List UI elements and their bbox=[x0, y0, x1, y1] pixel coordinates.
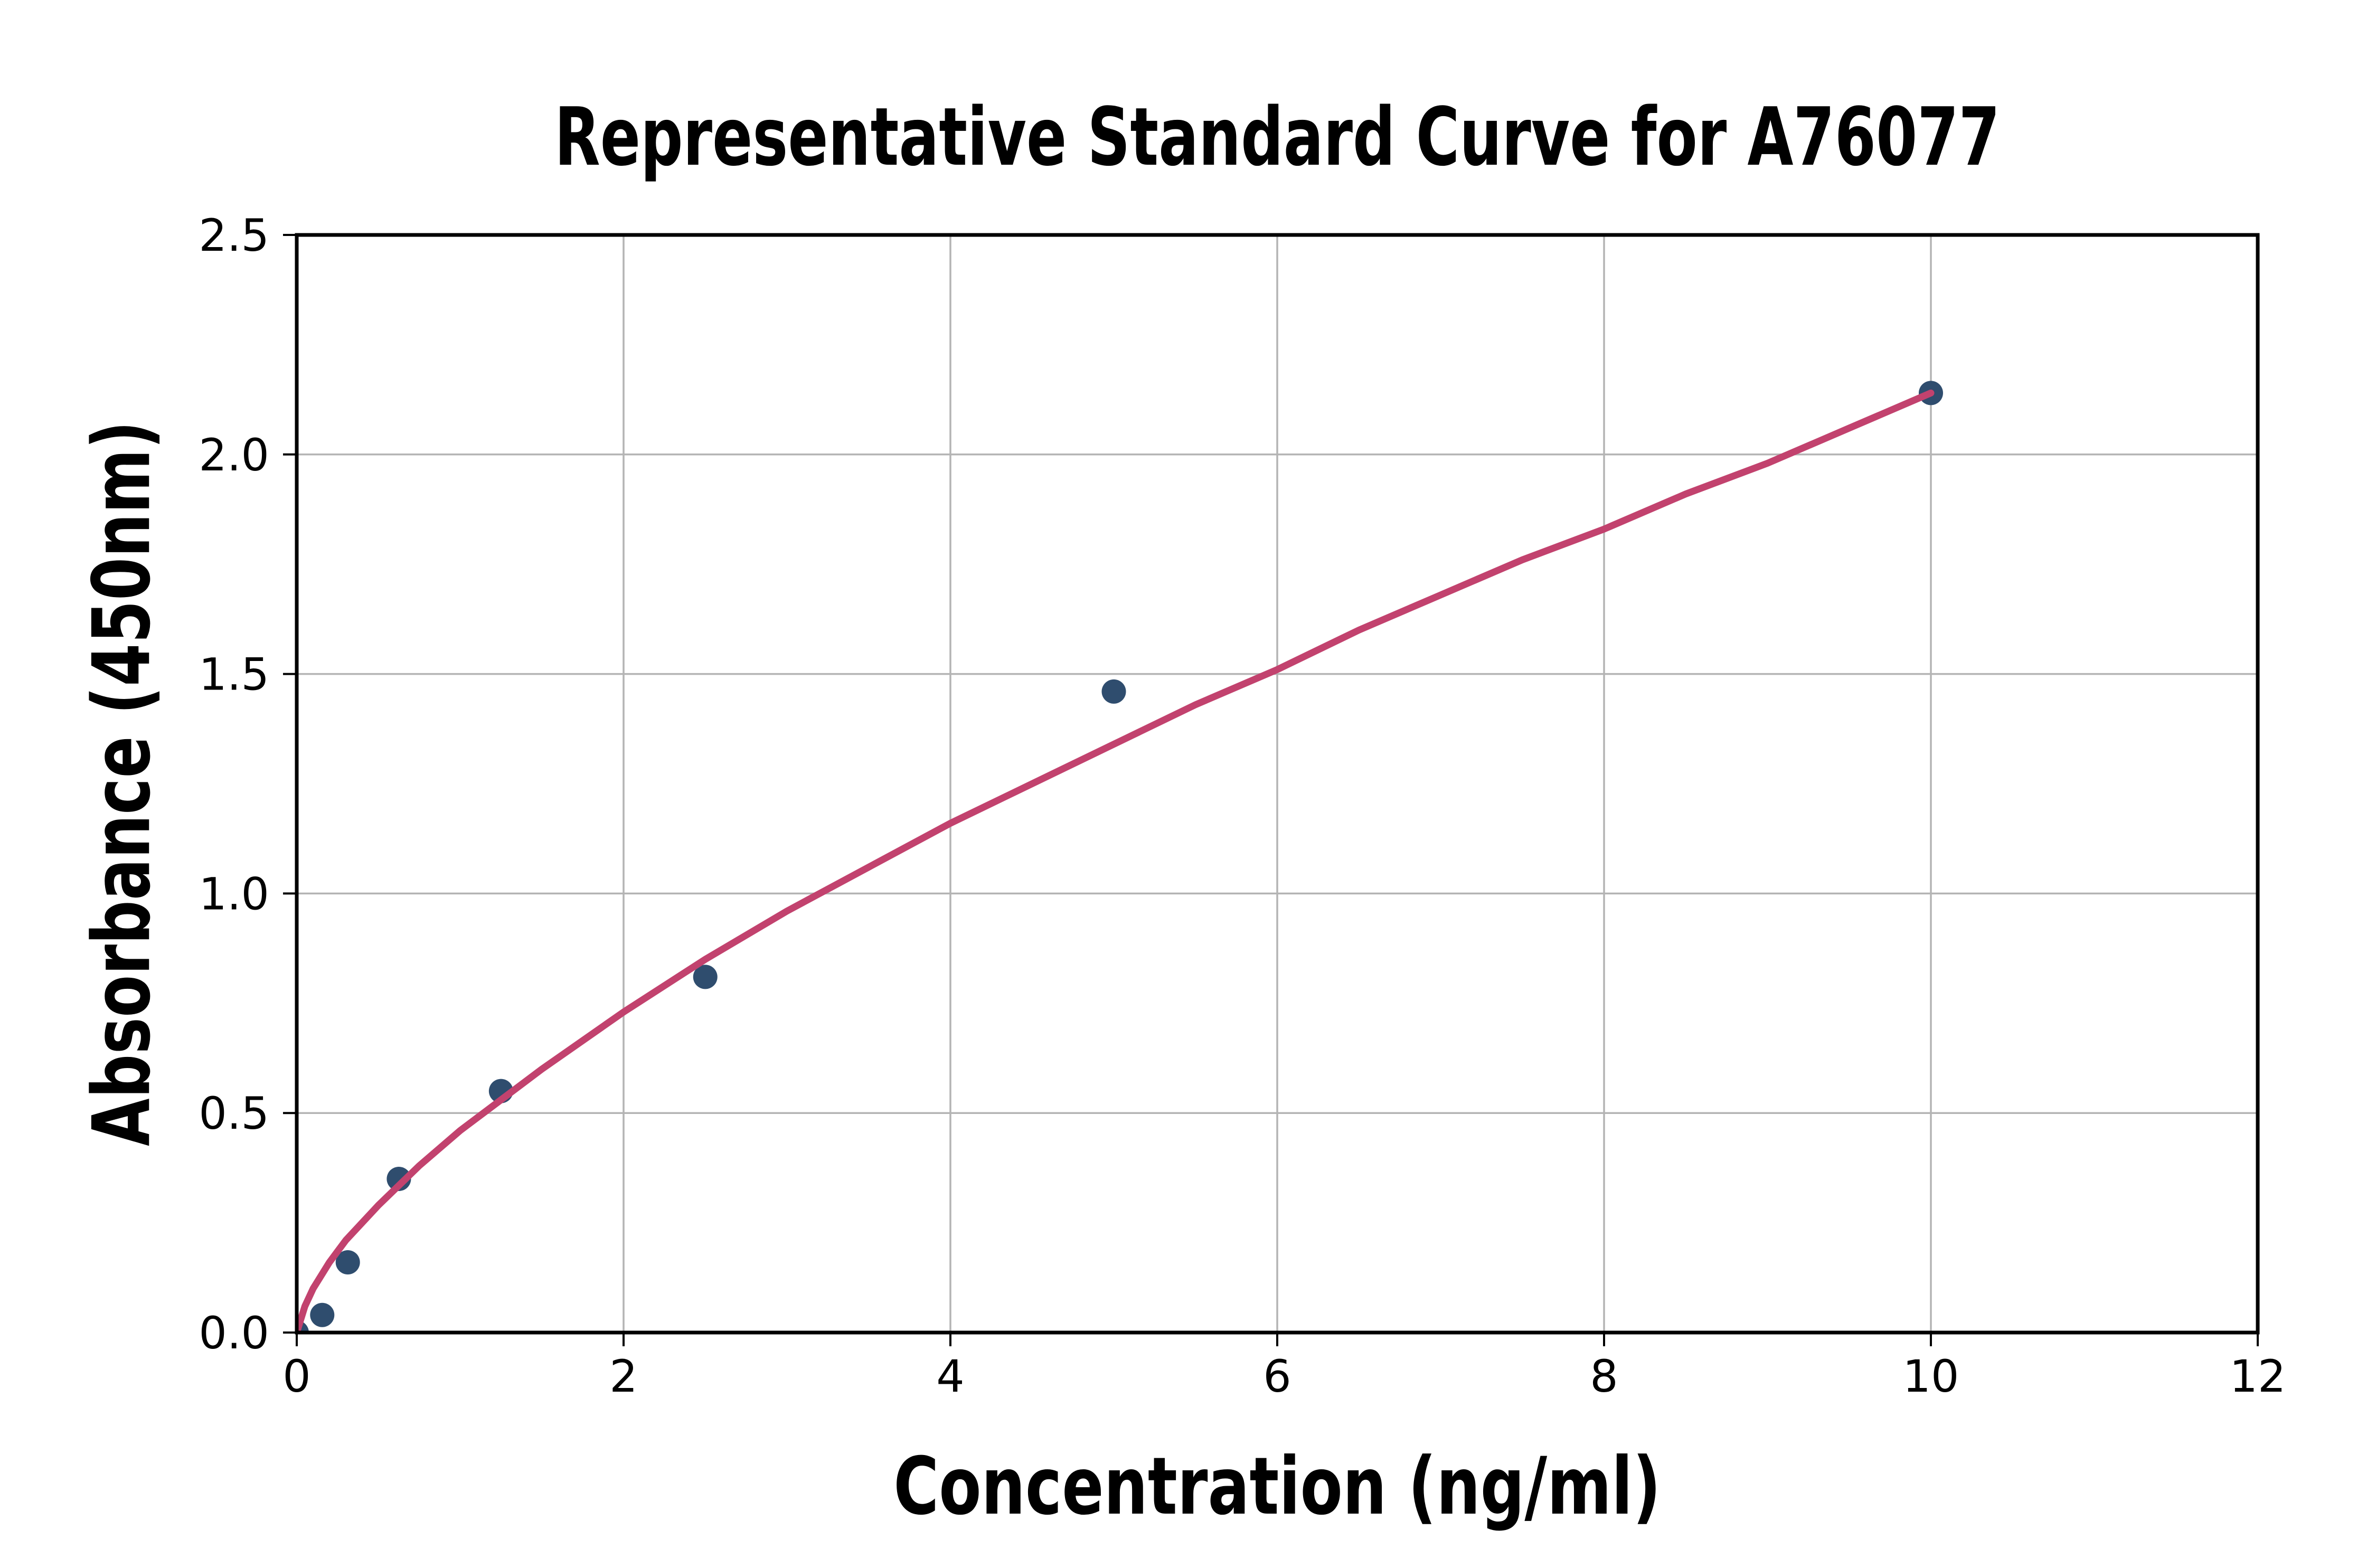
plot-border bbox=[295, 233, 2260, 1335]
chart-title: Representative Standard Curve for A76077 bbox=[554, 90, 2000, 184]
x-tick-label: 8 bbox=[1590, 1350, 1618, 1402]
data-point bbox=[693, 965, 718, 989]
data-point bbox=[335, 1250, 360, 1274]
y-axis-title: Absorbance (450nm) bbox=[76, 421, 168, 1146]
y-tick-label: 1.5 bbox=[199, 649, 269, 701]
x-tick-label: 2 bbox=[609, 1350, 637, 1402]
x-tick-label: 0 bbox=[282, 1350, 310, 1402]
y-tick-label: 1.0 bbox=[199, 868, 269, 920]
y-tick-label: 0.0 bbox=[199, 1307, 269, 1359]
y-tick-label: 2.5 bbox=[199, 210, 269, 261]
y-tick-label: 2.0 bbox=[199, 429, 269, 481]
x-tick-label: 10 bbox=[1903, 1350, 1959, 1402]
data-layer bbox=[297, 381, 1943, 1333]
x-axis-title: Concentration (ng/ml) bbox=[893, 1441, 1661, 1533]
data-point bbox=[310, 1302, 335, 1327]
x-tick-label: 12 bbox=[2230, 1350, 2286, 1402]
gridlines bbox=[297, 234, 2259, 1333]
axis-ticks: 0 2 4 6 8 10 12 0.0 0.5 1.0 1.5 2.0 2.5 bbox=[199, 210, 2286, 1402]
y-tick-label: 0.5 bbox=[199, 1088, 269, 1139]
fit-curve-line bbox=[297, 389, 1935, 1333]
data-point bbox=[386, 1166, 411, 1191]
x-tick-label: 6 bbox=[1263, 1350, 1291, 1402]
x-tick-label: 4 bbox=[936, 1350, 964, 1402]
data-point bbox=[1101, 679, 1126, 704]
